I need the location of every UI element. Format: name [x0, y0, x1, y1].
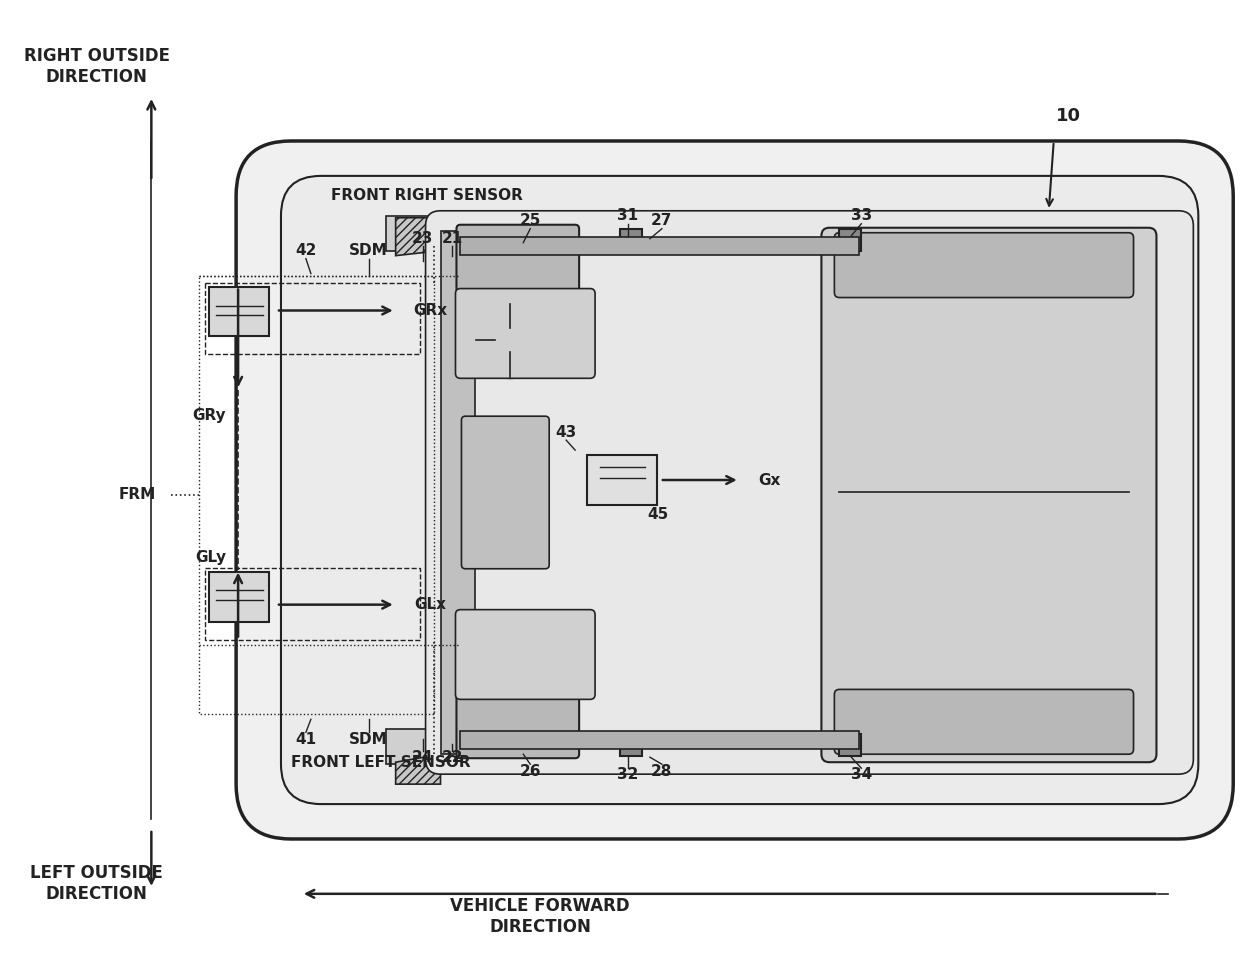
Text: GRx: GRx	[413, 303, 448, 318]
FancyBboxPatch shape	[210, 287, 269, 337]
FancyBboxPatch shape	[386, 729, 440, 764]
FancyBboxPatch shape	[620, 228, 642, 251]
Text: SDM: SDM	[350, 732, 388, 746]
Text: 28: 28	[651, 764, 672, 778]
Polygon shape	[396, 218, 440, 256]
FancyBboxPatch shape	[440, 230, 475, 754]
Text: 10: 10	[1056, 107, 1081, 125]
Text: FRONT LEFT SENSOR: FRONT LEFT SENSOR	[291, 755, 470, 770]
FancyBboxPatch shape	[236, 141, 1234, 839]
FancyBboxPatch shape	[835, 232, 1133, 297]
Text: 23: 23	[412, 231, 433, 246]
Polygon shape	[396, 754, 440, 784]
Text: 42: 42	[295, 243, 316, 258]
Text: LEFT OUTSIDE
DIRECTION: LEFT OUTSIDE DIRECTION	[30, 864, 162, 903]
FancyBboxPatch shape	[620, 735, 642, 756]
Text: FRM: FRM	[119, 488, 156, 502]
FancyBboxPatch shape	[461, 416, 549, 569]
FancyBboxPatch shape	[455, 610, 595, 700]
Ellipse shape	[476, 303, 544, 378]
Text: 25: 25	[520, 213, 541, 228]
Text: GLy: GLy	[195, 550, 226, 565]
FancyBboxPatch shape	[821, 227, 1157, 762]
FancyBboxPatch shape	[460, 731, 859, 749]
Text: VEHICLE FORWARD
DIRECTION: VEHICLE FORWARD DIRECTION	[450, 897, 630, 936]
Text: 43: 43	[556, 425, 577, 439]
Text: GRy: GRy	[192, 408, 226, 423]
Text: 41: 41	[295, 732, 316, 746]
FancyBboxPatch shape	[210, 572, 269, 621]
Text: GLx: GLx	[414, 597, 446, 612]
FancyBboxPatch shape	[835, 689, 1133, 754]
Text: 45: 45	[647, 507, 668, 523]
Text: Gx: Gx	[759, 472, 781, 488]
Text: SDM: SDM	[350, 243, 388, 258]
Text: 31: 31	[618, 208, 639, 224]
Text: 27: 27	[651, 213, 672, 228]
FancyBboxPatch shape	[455, 288, 595, 378]
FancyBboxPatch shape	[456, 225, 579, 292]
FancyBboxPatch shape	[425, 211, 1193, 774]
FancyBboxPatch shape	[456, 690, 579, 758]
FancyBboxPatch shape	[587, 455, 657, 505]
Text: 22: 22	[441, 749, 464, 765]
Text: 24: 24	[412, 749, 433, 765]
FancyBboxPatch shape	[460, 237, 859, 255]
Text: 21: 21	[441, 231, 463, 246]
Text: 32: 32	[618, 767, 639, 782]
Text: RIGHT OUTSIDE
DIRECTION: RIGHT OUTSIDE DIRECTION	[24, 46, 170, 85]
Polygon shape	[1086, 276, 1138, 325]
Text: 26: 26	[520, 764, 541, 778]
Text: FRONT RIGHT SENSOR: FRONT RIGHT SENSOR	[331, 189, 523, 203]
FancyBboxPatch shape	[839, 735, 862, 756]
Text: 34: 34	[851, 767, 872, 782]
Polygon shape	[1086, 659, 1138, 714]
FancyBboxPatch shape	[281, 176, 1198, 804]
FancyBboxPatch shape	[386, 216, 440, 251]
Ellipse shape	[495, 324, 526, 357]
Text: 33: 33	[851, 208, 872, 224]
FancyBboxPatch shape	[839, 228, 862, 251]
